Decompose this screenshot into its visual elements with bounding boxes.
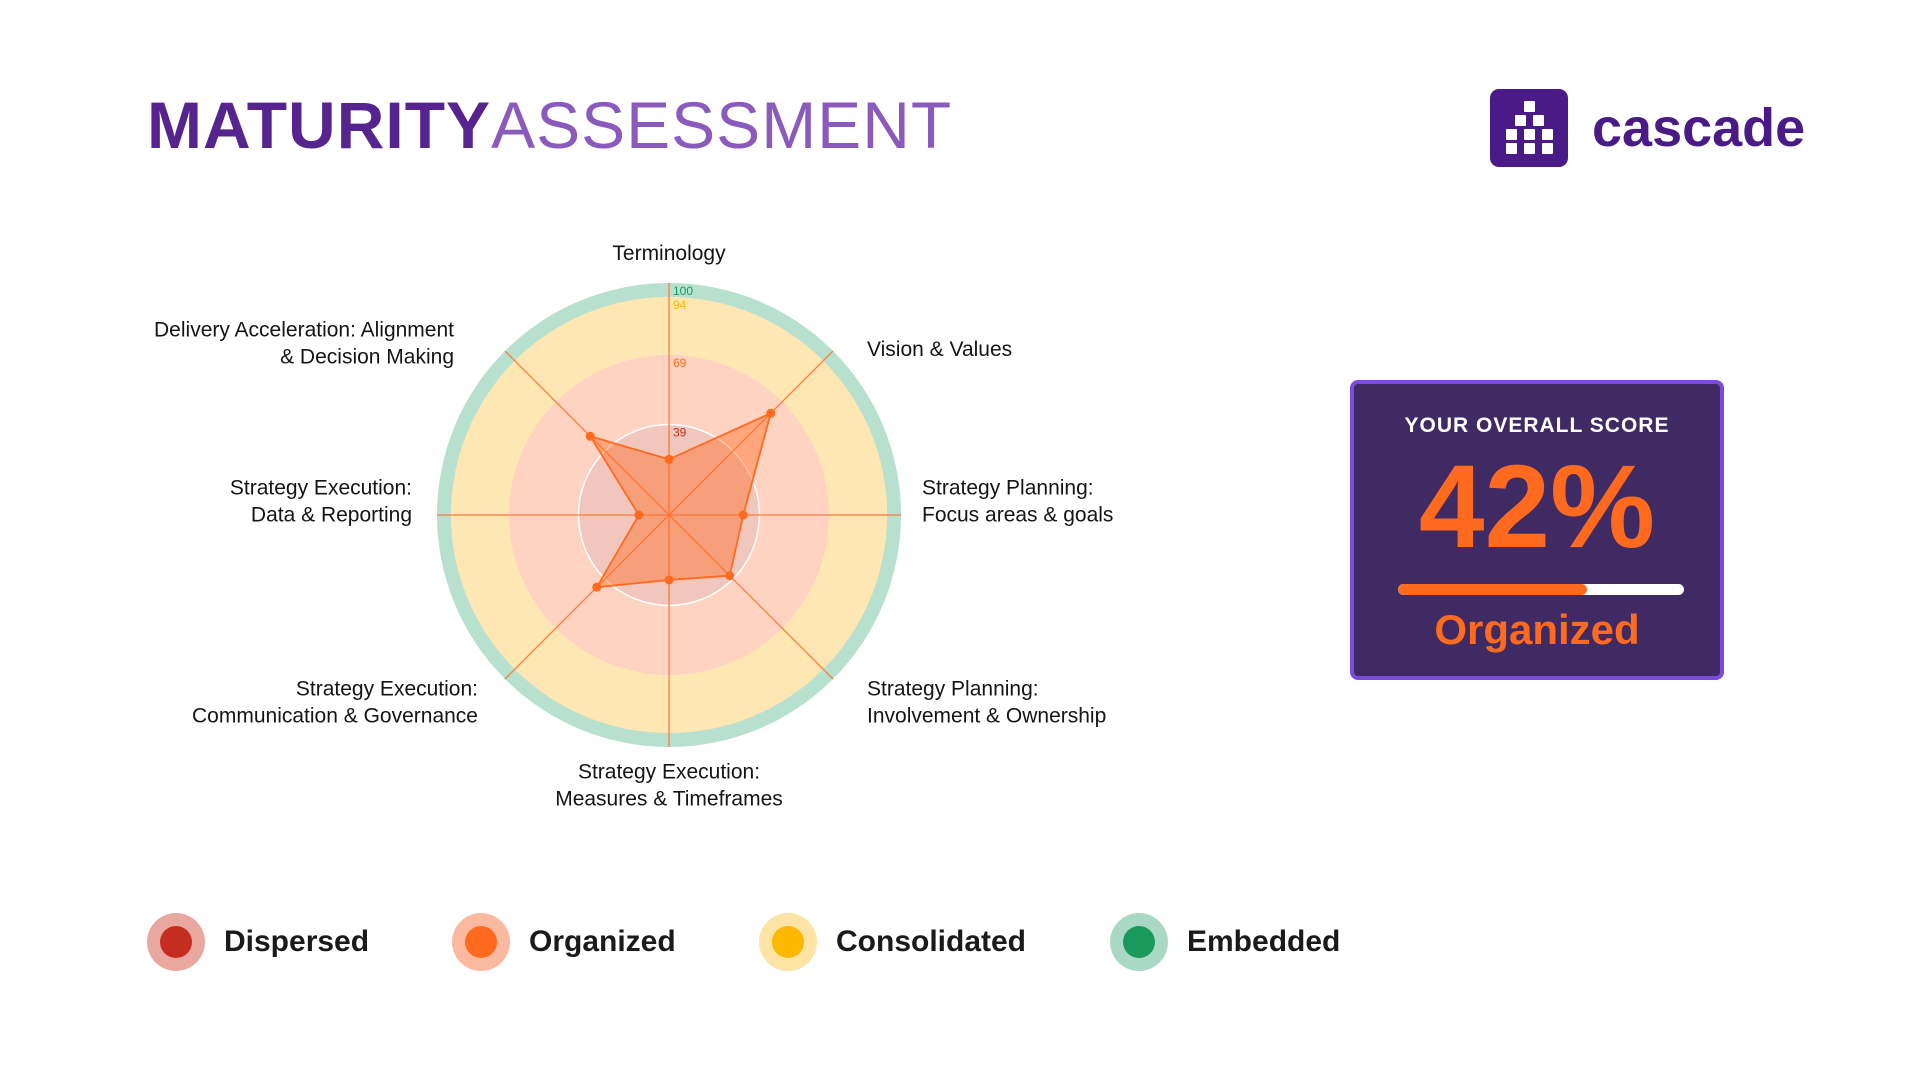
axis-label-4: Strategy Planning: Involvement & Ownershi… (867, 678, 1106, 728)
axis-label-2: Vision & Values (867, 338, 1012, 361)
title-light: ASSESSMENT (491, 88, 953, 162)
legend-label: Dispersed (224, 925, 370, 958)
cascade-logo: cascade (1490, 88, 1805, 168)
axis-label-8: Delivery Acceleration: Alignment & Decisi… (154, 319, 454, 369)
axis-label-7: Strategy Execution: Data & Reporting (230, 477, 412, 527)
title-bold: MATURITY (147, 88, 492, 162)
legend-dot-consolidated (759, 913, 817, 971)
axis-spoke (504, 350, 670, 516)
axis-spoke (668, 514, 834, 680)
cascade-logo-icon (1490, 89, 1568, 167)
legend-item-consolidated: Consolidated (759, 910, 1026, 974)
score-heading: YOUR OVERALL SCORE (1404, 414, 1670, 437)
ring-label-69: 69 (673, 356, 687, 370)
data-point-2 (766, 408, 776, 418)
score-progress-fill (1398, 584, 1587, 595)
page-title: MATURITYASSESSMENT (147, 92, 952, 158)
legend-item-organized: Organized (452, 910, 676, 974)
axis-spoke (504, 514, 670, 680)
ring-label-39: 39 (673, 426, 687, 440)
data-point-1 (664, 454, 674, 464)
score-value: 42% (1418, 441, 1656, 573)
score-level: Organized (1434, 606, 1640, 653)
data-point-5 (664, 575, 674, 585)
data-point-6 (592, 582, 602, 592)
score-progress-bar (1398, 584, 1684, 595)
legend-label: Organized (529, 925, 676, 958)
data-point-7 (634, 510, 644, 520)
axis-spoke (668, 350, 834, 516)
ring-label-94: 94 (673, 298, 687, 312)
legend-dot-organized (452, 913, 510, 971)
legend-label: Consolidated (836, 925, 1027, 958)
data-point-3 (738, 510, 748, 520)
legend-item-embedded: Embedded (1110, 910, 1340, 974)
legend-dot-dispersed (147, 913, 205, 971)
ring-label-100: 100 (673, 284, 693, 298)
data-point-8 (585, 431, 595, 441)
axis-label-5: Strategy Execution: Measures & Timeframes (555, 761, 783, 811)
data-point-4 (725, 571, 735, 581)
legend-item-dispersed: Dispersed (147, 910, 369, 974)
legend-dot-embedded (1110, 913, 1168, 971)
overall-score-card: YOUR OVERALL SCORE 42% Organized (1350, 380, 1724, 680)
axis-label-6: Strategy Execution: Communication & Gover… (192, 678, 478, 728)
axis-label-3: Strategy Planning: Focus areas & goals (922, 477, 1113, 527)
logo-text: cascade (1592, 98, 1806, 158)
legend-label: Embedded (1187, 925, 1341, 958)
axis-label-1: Terminology (612, 242, 726, 265)
